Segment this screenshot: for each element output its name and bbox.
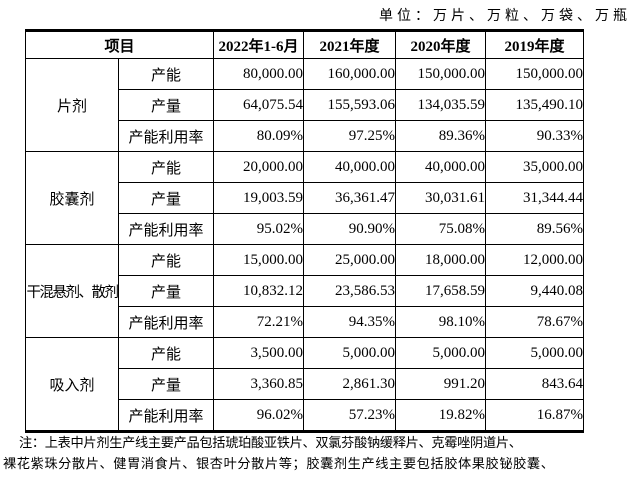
table-row: 产能利用率 80.09% 97.25% 89.36% 90.33%: [26, 120, 585, 152]
table-row: 片剂 产能 80,000.00 160,000.00 150,000.00 15…: [25, 58, 585, 152]
value-cell: 19.82%: [395, 399, 487, 432]
metric-label: 产量: [117, 368, 215, 400]
value-cell: 150,000.00: [395, 58, 487, 90]
value-cell: 80.09%: [213, 120, 305, 152]
value-cell: 72.21%: [213, 306, 305, 338]
metric-label: 产能: [117, 58, 215, 90]
value-cell: 134,035.59: [395, 89, 487, 121]
table-row: 产量 10,832.12 23,586.53 17,658.59 9,440.0…: [26, 275, 585, 307]
value-cell: 94.35%: [303, 306, 397, 338]
value-cell: 843.64: [485, 368, 585, 400]
metric-label: 产能利用率: [117, 213, 215, 245]
value-cell: 5,000.00: [395, 337, 487, 369]
value-cell: 12,000.00: [485, 244, 585, 276]
category-cell-dry-suspension-powder: 干混悬剂、散剂: [25, 244, 119, 338]
value-cell: 3,500.00: [213, 337, 305, 369]
metric-label: 产量: [117, 89, 215, 121]
value-cell: 135,490.10: [485, 89, 585, 121]
metric-label: 产能: [117, 337, 215, 369]
value-cell: 96.02%: [213, 399, 305, 432]
table-row: 产能利用率 72.21% 94.35% 98.10% 78.67%: [26, 306, 585, 338]
value-cell: 17,658.59: [395, 275, 487, 307]
value-cell: 20,000.00: [213, 151, 305, 183]
value-cell: 9,440.08: [485, 275, 585, 307]
capacity-table: 项目 2022年1-6月 2021年度 2020年度 2019年度 片剂 产能 …: [24, 29, 585, 433]
value-cell: 40,000.00: [395, 151, 487, 183]
value-cell: 40,000.00: [303, 151, 397, 183]
footnote-line-2: 裸花紫珠分散片、健胃消食片、银杏叶分散片等；胶囊剂生产线主要包括胶体果胶铋胶囊、: [3, 456, 555, 471]
value-cell: 18,000.00: [395, 244, 487, 276]
unit-label: 单位：万片、万粒、万袋、万瓶: [379, 9, 631, 24]
col-header-period-2021: 2021年度: [303, 30, 397, 59]
metric-label: 产能利用率: [117, 120, 215, 152]
value-cell: 160,000.00: [303, 58, 397, 90]
value-cell: 36,361.47: [303, 182, 397, 214]
category-cell-inhalants: 吸入剂: [25, 337, 119, 432]
value-cell: 991.20: [395, 368, 487, 400]
value-cell: 89.36%: [395, 120, 487, 152]
value-cell: 15,000.00: [213, 244, 305, 276]
table-row: 吸入剂 产能 3,500.00 5,000.00 5,000.00 5,000.…: [25, 337, 585, 432]
metric-label: 产能: [117, 244, 215, 276]
category-cell-tablets: 片剂: [25, 58, 119, 152]
footnote-line-1: 注：上表中片剂生产线主要产品包括琥珀酸亚铁片、双氯芬酸钠缓释片、克霉唑阴道片、: [19, 435, 522, 450]
value-cell: 64,075.54: [213, 89, 305, 121]
value-cell: 5,000.00: [485, 337, 585, 369]
value-cell: 16.87%: [485, 399, 585, 432]
value-cell: 90.33%: [485, 120, 585, 152]
value-cell: 97.25%: [303, 120, 397, 152]
col-header-period-2022h1: 2022年1-6月: [213, 30, 305, 59]
table-row: 干混悬剂、散剂 产能 15,000.00 25,000.00 18,000.00…: [25, 244, 585, 338]
category-cell-capsules: 胶囊剂: [25, 151, 119, 245]
value-cell: 57.23%: [303, 399, 397, 432]
value-cell: 89.56%: [485, 213, 585, 245]
metric-label: 产能利用率: [117, 306, 215, 338]
value-cell: 150,000.00: [485, 58, 585, 90]
value-cell: 35,000.00: [485, 151, 585, 183]
value-cell: 3,360.85: [213, 368, 305, 400]
col-header-period-2019: 2019年度: [485, 30, 585, 59]
value-cell: 25,000.00: [303, 244, 397, 276]
footnote: 注：上表中片剂生产线主要产品包括琥珀酸亚铁片、双氯芬酸钠缓释片、克霉唑阴道片、 …: [3, 432, 633, 474]
value-cell: 31,344.44: [485, 182, 585, 214]
value-cell: 5,000.00: [303, 337, 397, 369]
value-cell: 2,861.30: [303, 368, 397, 400]
metric-label: 产能利用率: [117, 399, 215, 432]
table-row: 产量 64,075.54 155,593.06 134,035.59 135,4…: [26, 89, 585, 121]
header-row: 项目 2022年1-6月 2021年度 2020年度 2019年度: [24, 30, 585, 59]
metric-label: 产能: [117, 151, 215, 183]
value-cell: 30,031.61: [395, 182, 487, 214]
table-row: 产量 19,003.59 36,361.47 30,031.61 31,344.…: [26, 182, 585, 214]
value-cell: 75.08%: [395, 213, 487, 245]
value-cell: 155,593.06: [303, 89, 397, 121]
value-cell: 10,832.12: [213, 275, 305, 307]
col-header-item: 项目: [24, 30, 215, 59]
table-row: 产能利用率 96.02% 57.23% 19.82% 16.87%: [26, 399, 585, 432]
value-cell: 19,003.59: [213, 182, 305, 214]
value-cell: 98.10%: [395, 306, 487, 338]
table-row: 产能利用率 95.02% 90.90% 75.08% 89.56%: [26, 213, 585, 245]
value-cell: 90.90%: [303, 213, 397, 245]
col-header-period-2020: 2020年度: [395, 30, 487, 59]
value-cell: 23,586.53: [303, 275, 397, 307]
metric-label: 产量: [117, 275, 215, 307]
metric-label: 产量: [117, 182, 215, 214]
value-cell: 95.02%: [213, 213, 305, 245]
table-row: 胶囊剂 产能 20,000.00 40,000.00 40,000.00 35,…: [25, 151, 585, 245]
value-cell: 78.67%: [485, 306, 585, 338]
value-cell: 80,000.00: [213, 58, 305, 90]
